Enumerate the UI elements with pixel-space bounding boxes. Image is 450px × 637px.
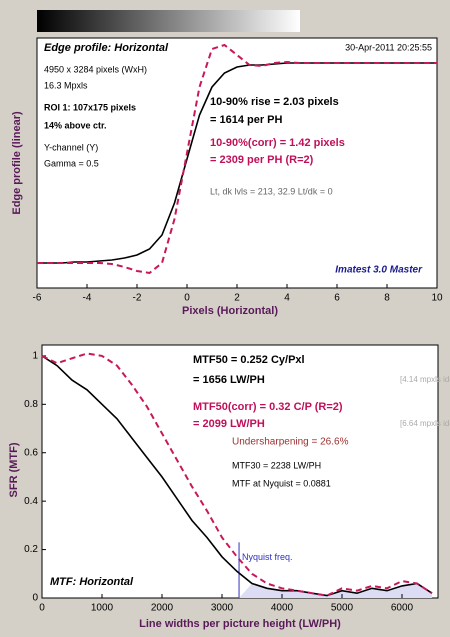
series-line	[41, 355, 433, 597]
chart-title: MTF: Horizontal	[50, 576, 134, 588]
annotation: Y-channel (Y)	[44, 142, 98, 152]
nyquist-label: Nyquist freq.	[242, 552, 293, 562]
x-tick-label: -6	[33, 293, 42, 304]
x-tick-label: -2	[133, 293, 142, 304]
chart-title: Edge profile: Horizontal	[44, 42, 169, 54]
y-axis-label: SFR (MTF)	[8, 442, 20, 497]
annotation: = 1656 LW/PH	[193, 374, 265, 386]
x-tick-label: 2000	[151, 603, 174, 614]
annotation: Gamma = 0.5	[44, 158, 99, 168]
y-tick-label: 0.6	[24, 447, 38, 458]
x-tick-label: 1000	[91, 603, 114, 614]
x-tick-label: 5000	[331, 603, 354, 614]
annotation: Undersharpening = 26.6%	[232, 437, 349, 448]
x-tick-label: -4	[83, 293, 92, 304]
x-tick-label: 8	[384, 293, 390, 304]
y-tick-label: 0.4	[24, 496, 38, 507]
annotation: 16.3 Mpxls	[44, 80, 88, 90]
gray-strip	[37, 10, 300, 32]
y-tick-label: 0.2	[24, 544, 38, 555]
annotation: [6.64 mpxls ideal]	[400, 419, 450, 428]
x-tick-label: 10	[431, 293, 443, 304]
y-tick-label: 0	[32, 593, 38, 604]
y-tick-label: 1	[32, 351, 38, 362]
plot-area	[36, 37, 438, 289]
x-tick-label: 0	[184, 293, 190, 304]
x-tick-label: 4000	[271, 603, 294, 614]
annotation: 14% above ctr.	[44, 120, 107, 130]
x-tick-label: 2	[234, 293, 240, 304]
annotation: 30-Apr-2011 20:25:55	[345, 42, 432, 52]
x-tick-label: 3000	[211, 603, 234, 614]
plot-area	[41, 344, 439, 599]
annotation: MTF30 = 2238 LW/PH	[232, 460, 321, 470]
series-line	[37, 62, 437, 264]
annotation: MTF at Nyquist = 0.0881	[232, 478, 331, 488]
y-tick-label: 0.8	[24, 399, 38, 410]
x-axis-label: Pixels (Horizontal)	[182, 305, 278, 317]
annotation: [4.14 mpxls ideal]	[400, 375, 450, 384]
annotation: Lt, dk lvls = 213, 32.9 Lt/dk = 0	[210, 186, 333, 196]
x-tick-label: 4	[284, 293, 290, 304]
annotation: MTF50(corr) = 0.32 C/P (R=2)	[193, 401, 343, 413]
y-axis-label: Edge profile (linear)	[11, 111, 23, 215]
annotation: 10-90% rise = 2.03 pixels	[210, 96, 339, 108]
annotation: Imatest 3.0 Master	[335, 265, 423, 276]
series-line	[41, 352, 433, 597]
annotation: MTF50 = 0.252 Cy/Pxl	[193, 354, 305, 366]
annotation: 10-90%(corr) = 1.42 pixels	[210, 137, 345, 149]
annotation: = 2309 per PH (R=2)	[210, 154, 314, 166]
x-tick-label: 6	[334, 293, 340, 304]
annotation: = 1614 per PH	[210, 114, 283, 126]
nyquist-area	[239, 583, 432, 598]
x-axis-label: Line widths per picture height (LW/PH)	[139, 618, 341, 630]
x-tick-label: 0	[39, 603, 45, 614]
annotation: ROI 1: 107x175 pixels	[44, 102, 136, 112]
annotation: 4950 x 3284 pixels (WxH)	[44, 64, 147, 74]
x-tick-label: 6000	[391, 603, 414, 614]
annotation: = 2099 LW/PH	[193, 418, 265, 430]
